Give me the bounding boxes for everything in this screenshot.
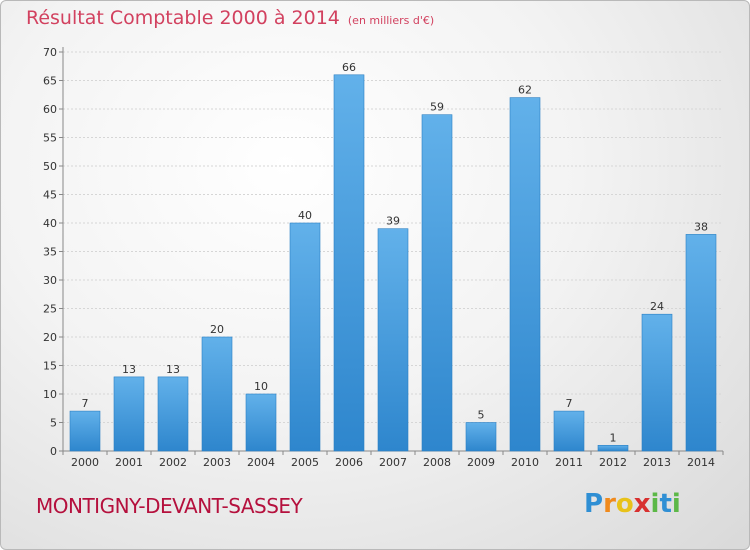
y-tick-label: 65 (43, 75, 57, 88)
x-tick-label-2010: 2010 (511, 456, 539, 469)
bar-2007 (377, 228, 409, 452)
value-label-2013: 24 (650, 300, 664, 313)
x-tick-label-2008: 2008 (423, 456, 451, 469)
y-tick-label: 10 (43, 388, 57, 401)
bar-2013 (641, 313, 673, 452)
x-tick-label-2005: 2005 (291, 456, 319, 469)
x-tick-label-2014: 2014 (687, 456, 715, 469)
y-tick-label: 55 (43, 132, 57, 145)
chart-title: Résultat Comptable 2000 à 2014 (en millie… (26, 7, 434, 29)
y-tick-label: 70 (43, 46, 57, 59)
y-tick-label: 30 (43, 274, 57, 287)
bar-2008 (421, 114, 453, 452)
bar-2012 (597, 444, 629, 452)
labels: 7 2000 13 2001 13 2002 20 2003 10 2004 40 2005 66 200… (71, 61, 715, 469)
bar-2004 (245, 393, 277, 452)
y-tick-label: 15 (43, 360, 57, 373)
y-tick-label: 60 (43, 103, 57, 116)
value-label-2007: 39 (386, 215, 400, 228)
bar-2000 (69, 410, 101, 452)
x-tick-label-2009: 2009 (467, 456, 495, 469)
value-label-2001: 13 (122, 363, 136, 376)
x-tick-label-2003: 2003 (203, 456, 231, 469)
proxiti-logo[interactable]: Proxiti (584, 489, 681, 519)
value-label-2000: 7 (82, 397, 89, 410)
x-tick-label-2011: 2011 (555, 456, 583, 469)
y-tick-label: 45 (43, 189, 57, 202)
commune-name: MONTIGNY-DEVANT-SASSEY (36, 494, 303, 518)
bar-2009 (465, 422, 497, 452)
value-label-2010: 62 (518, 84, 532, 97)
value-label-2008: 59 (430, 101, 444, 114)
x-tick-label-2000: 2000 (71, 456, 99, 469)
value-label-2011: 7 (566, 397, 573, 410)
bar-2011 (553, 410, 585, 452)
x-tick-label-2013: 2013 (643, 456, 671, 469)
bar-2006 (333, 74, 365, 452)
value-label-2005: 40 (298, 209, 312, 222)
chart-title-text: Résultat Comptable 2000 à 2014 (26, 7, 340, 29)
value-label-2002: 13 (166, 363, 180, 376)
x-tick-label-2001: 2001 (115, 456, 143, 469)
x-tick-label-2007: 2007 (379, 456, 407, 469)
bar-2003 (201, 336, 233, 452)
chart-unit-text: (en milliers d'€) (347, 14, 435, 27)
x-tick-label-2012: 2012 (599, 456, 627, 469)
value-label-2006: 66 (342, 61, 356, 74)
value-label-2009: 5 (478, 409, 485, 422)
bar-2010 (509, 97, 541, 452)
bars (69, 74, 717, 452)
value-label-2004: 10 (254, 380, 268, 393)
y-tick-label: 5 (50, 417, 57, 430)
y-tick-label: 40 (43, 217, 57, 230)
bar-2005 (289, 222, 321, 452)
x-tick-label-2002: 2002 (159, 456, 187, 469)
bar-2001 (113, 376, 145, 452)
value-label-2014: 38 (694, 220, 708, 233)
x-tick-label-2006: 2006 (335, 456, 363, 469)
bar-2014 (685, 234, 717, 452)
y-tick-label: 20 (43, 331, 57, 344)
y-tick-label: 0 (50, 445, 57, 458)
y-tick-label: 25 (43, 303, 57, 316)
x-tick-label-2004: 2004 (247, 456, 275, 469)
bar-2002 (157, 376, 189, 452)
y-tick-label: 50 (43, 160, 57, 173)
y-tick-label: 35 (43, 246, 57, 259)
value-label-2012: 1 (610, 431, 617, 444)
value-label-2003: 20 (210, 323, 224, 336)
